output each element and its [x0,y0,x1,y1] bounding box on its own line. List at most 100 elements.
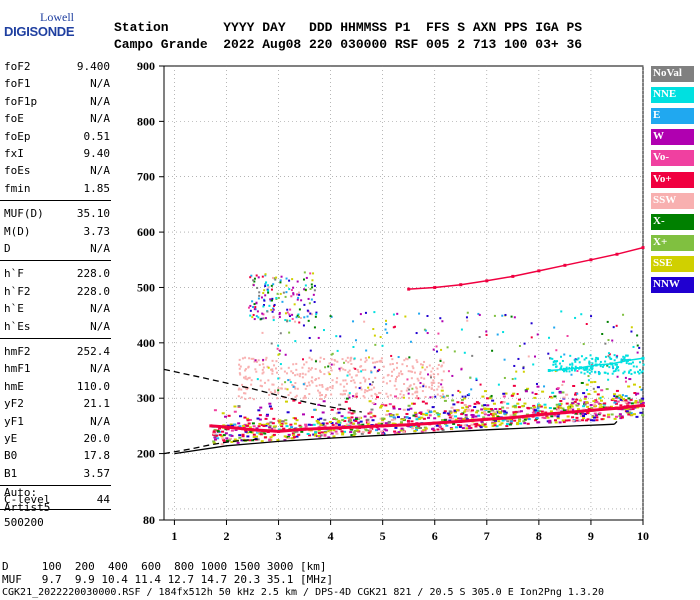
echo-point [467,425,471,428]
echo-point [309,368,312,371]
echo-point [551,391,555,394]
echo-point [601,365,604,368]
echo-point [598,406,602,409]
echo-point [370,383,373,386]
echo-point [408,356,411,359]
echo-point [248,426,252,429]
echo-point [237,388,240,391]
echo-point [257,297,260,300]
echo-point [451,410,455,413]
echo-point [364,311,367,314]
echo-point [314,431,318,434]
echo-point [286,308,289,311]
echo-point [330,369,333,372]
echo-point [348,396,351,399]
echo-point [347,416,351,419]
echo-point [465,409,469,412]
echo-point [329,429,333,432]
echo-point [622,408,626,411]
echo-point [296,387,299,390]
echo-point [498,423,502,426]
echo-point [244,430,248,433]
echo-point [324,431,328,434]
echo-point [286,311,289,314]
echo-point [381,419,385,422]
trace-point [563,263,567,267]
echo-point [513,364,516,367]
echo-point [258,414,262,417]
echo-point [568,408,572,411]
echo-point [391,362,394,365]
echo-point [419,371,422,374]
echo-point [457,424,461,427]
echo-point [477,402,481,405]
echo-point [301,376,304,379]
echo-point [298,375,301,378]
echo-point [339,393,342,396]
echo-point [426,314,429,317]
echo-point [261,331,264,334]
echo-point [251,316,254,319]
echo-point [575,416,579,419]
echo-point [440,389,444,392]
echo-point [437,415,441,418]
echo-point [296,280,299,283]
echo-point [290,437,294,440]
echo-point [309,423,313,426]
echo-point [617,366,620,369]
echo-point [263,299,266,302]
echo-point [244,368,247,371]
echo-point [532,404,536,407]
echo-point [599,403,603,406]
echo-point [256,310,259,313]
echo-point [503,376,506,379]
echo-point [602,403,606,406]
echo-point [589,419,593,422]
echo-point [436,388,439,391]
echo-point [336,377,339,380]
echo-point [615,356,618,359]
echo-point [276,292,279,295]
echo-point [314,315,317,318]
echo-point [636,344,639,347]
echo-point [543,406,547,409]
echo-point [535,416,539,419]
echo-point [331,352,334,355]
echo-point [562,409,566,412]
echo-point [418,417,422,420]
echo-point [365,349,368,352]
echo-point [627,371,630,374]
echo-point [335,335,338,338]
echo-point [335,422,339,425]
trace-point [355,425,359,429]
x-tick-label: 6 [432,529,438,543]
echo-point [372,328,375,331]
echo-point [263,289,266,292]
echo-point [461,418,465,421]
echo-point [640,406,644,409]
echo-point [479,426,483,429]
echo-point [392,422,396,425]
echo-point [463,424,467,427]
echo-point [423,377,426,380]
echo-point [575,398,579,401]
echo-point [624,380,627,383]
echo-point [481,423,485,426]
echo-point [518,344,521,347]
echo-point [460,401,464,404]
echo-point [607,339,610,342]
echo-point [442,361,445,364]
trace-line [408,246,644,290]
echo-point [295,435,299,438]
echo-point [582,392,586,395]
echo-point [301,372,304,375]
separator-line [0,509,111,511]
echo-point [488,397,492,400]
echo-point [258,431,262,434]
echo-point [479,383,482,386]
echo-point [392,407,396,410]
echo-point [308,434,312,437]
echo-point [553,395,557,398]
echo-point [421,363,424,366]
echo-point [415,359,418,362]
